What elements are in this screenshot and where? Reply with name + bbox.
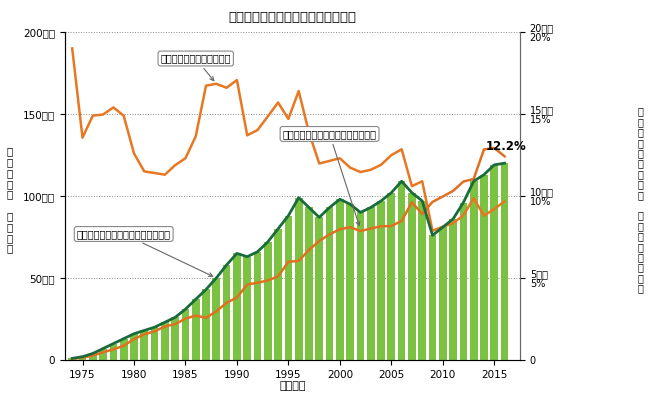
Text: 全新設住宅着工数（左軸）: 全新設住宅着工数（左軸） (161, 54, 231, 81)
X-axis label: （年度）: （年度） (280, 381, 306, 391)
Bar (408, 193, 416, 360)
Bar (439, 227, 447, 360)
Text: ツ
ー
バ
イ
フ
ォ
ー
住
宅
 
着
工
戸
数
／
シ
ェ
ア: ツ ー バ イ フ ォ ー 住 宅 着 工 戸 数 ／ シ ェ ア (637, 106, 644, 294)
Bar (213, 278, 220, 360)
Bar (243, 257, 251, 360)
Text: 12.2%: 12.2% (486, 140, 526, 153)
Bar (233, 254, 240, 360)
Bar (419, 201, 426, 360)
Bar (161, 322, 169, 360)
Bar (99, 348, 107, 360)
Bar (480, 175, 488, 360)
Bar (140, 330, 148, 360)
Text: ツーバイフォー住宅着工数（右軸）: ツーバイフォー住宅着工数（右軸） (77, 229, 213, 276)
Bar (274, 229, 282, 360)
Bar (305, 208, 313, 360)
Bar (89, 354, 97, 360)
Bar (79, 357, 86, 360)
Bar (285, 216, 292, 360)
Bar (130, 334, 138, 360)
Bar (181, 309, 189, 360)
Bar (264, 242, 272, 360)
Text: ツーバイフォー住宅シェア（右軸）: ツーバイフォー住宅シェア（右軸） (283, 129, 376, 226)
Bar (377, 201, 385, 360)
Bar (398, 181, 406, 360)
Bar (500, 163, 508, 360)
Text: 全
新
設
住
宅
 
着
工
戸
数: 全 新 設 住 宅 着 工 戸 数 (6, 146, 13, 254)
Bar (120, 339, 127, 360)
Bar (192, 299, 200, 360)
Bar (151, 327, 159, 360)
Bar (428, 235, 436, 360)
Bar (326, 208, 333, 360)
Bar (336, 199, 344, 360)
Title: ツーバイフォー住宅と新設着工推移: ツーバイフォー住宅と新設着工推移 (229, 11, 356, 24)
Bar (295, 198, 302, 360)
Bar (357, 212, 364, 360)
Bar (315, 217, 323, 360)
Bar (346, 204, 354, 360)
Bar (490, 165, 498, 360)
Bar (68, 358, 76, 360)
Bar (254, 252, 261, 360)
Bar (470, 181, 478, 360)
Bar (109, 344, 117, 360)
Bar (172, 317, 179, 360)
Bar (387, 193, 395, 360)
Bar (367, 208, 374, 360)
Bar (223, 265, 231, 360)
Bar (202, 290, 210, 360)
Bar (460, 202, 467, 360)
Bar (449, 219, 457, 360)
